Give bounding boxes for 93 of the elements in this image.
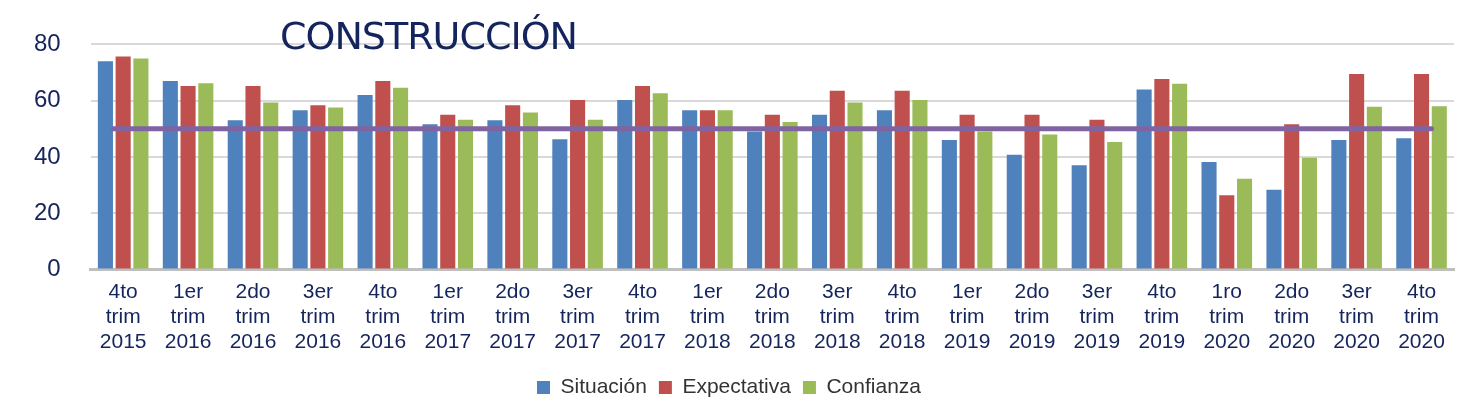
bar: [487, 120, 503, 269]
bar: [912, 100, 928, 269]
bar: [717, 110, 733, 269]
bar: [1396, 138, 1412, 269]
legend-label: Confianza: [826, 374, 922, 398]
x-tick-label: 2do trim 2019: [1008, 278, 1056, 353]
x-tick-label: 1er trim 2017: [424, 278, 472, 353]
bar: [115, 56, 131, 269]
bar: [1431, 106, 1447, 269]
x-tick-label: 3er trim 2017: [554, 278, 601, 353]
bar: [97, 61, 113, 269]
legend-label: Expectativa: [682, 374, 792, 398]
bar: [1331, 140, 1347, 269]
bar: [375, 80, 391, 269]
bar: [1042, 134, 1058, 269]
bar: [829, 90, 845, 269]
bar: [457, 119, 474, 269]
bar: [652, 93, 668, 269]
bar: [959, 114, 975, 269]
x-tick-label: 2do trim 2016: [229, 278, 277, 353]
y-tick-label: 80: [33, 29, 61, 57]
y-tick-label: 20: [33, 197, 61, 225]
x-tick-label: 1er trim 2016: [164, 278, 212, 353]
x-tick-label: 4to trim 2017: [619, 278, 666, 353]
bar: [328, 107, 344, 269]
x-tick-label: 4to trim 2015: [99, 278, 147, 353]
bar: [1219, 195, 1235, 269]
bar: [292, 110, 308, 269]
bar: [587, 119, 603, 269]
bar: [1089, 119, 1105, 269]
bar: [1201, 161, 1217, 269]
bar: [634, 86, 651, 269]
x-tick-label: 3er trim 2020: [1333, 278, 1380, 353]
bar: [811, 114, 828, 269]
y-tick-label: 0: [47, 254, 61, 282]
bar: [1414, 73, 1430, 269]
bar: [894, 90, 910, 269]
bar: [440, 114, 456, 269]
bar: [617, 100, 633, 269]
bar: [941, 140, 957, 269]
bar: [552, 139, 568, 269]
bar: [1236, 178, 1253, 269]
bar: [422, 124, 438, 269]
bar: [977, 131, 993, 269]
legend-label: Situación: [560, 374, 647, 398]
bar: [1301, 157, 1317, 269]
bar: [1349, 73, 1365, 269]
bar: [357, 95, 373, 269]
bar: [245, 86, 261, 269]
bar: [764, 114, 780, 269]
x-tick-label: 4to trim 2020: [1398, 278, 1445, 353]
chart-title: CONSTRUCCIÓN: [280, 14, 578, 58]
bar: [522, 112, 538, 269]
bar: [505, 105, 521, 269]
bar: [263, 102, 279, 269]
x-tick-label: 3er trim 2019: [1073, 278, 1121, 353]
x-tick-label: 2do trim 2017: [489, 278, 537, 353]
bar: [1366, 106, 1382, 269]
x-tick-label: 4to trim 2016: [359, 278, 407, 353]
bar: [180, 86, 196, 269]
bar: [570, 100, 586, 269]
x-tick-label: 4to trim 2018: [878, 278, 926, 353]
bar: [1266, 189, 1282, 269]
bar: [876, 110, 892, 269]
bar: [162, 80, 178, 269]
x-tick-label: 2do trim 2020: [1268, 278, 1316, 353]
x-tick-label: 4to trim 2019: [1138, 278, 1186, 353]
x-tick-label: 2do trim 2018: [748, 278, 796, 353]
bar: [1107, 141, 1123, 269]
x-tick-label: 1er trim 2018: [684, 278, 731, 353]
x-tick-label: 3er trim 2018: [813, 278, 861, 353]
x-tick-label: 1ro trim 2020: [1203, 278, 1251, 353]
bar: [310, 105, 326, 269]
x-tick-label: 1er trim 2019: [943, 278, 991, 353]
bar: [133, 58, 149, 269]
bar: [198, 83, 214, 269]
bar: [699, 110, 715, 269]
bar: [227, 120, 243, 269]
bar: [1024, 114, 1040, 269]
bar: [1136, 89, 1152, 269]
x-tick-label: 3er trim 2016: [294, 278, 342, 353]
bar: [1154, 78, 1170, 269]
bar: [782, 122, 798, 269]
bar: [1284, 124, 1300, 269]
bar: [747, 131, 763, 269]
bar: [1006, 154, 1022, 269]
bar: [1172, 83, 1188, 269]
bar: [1071, 165, 1087, 269]
y-tick-label: 40: [33, 141, 61, 169]
bar: [682, 110, 698, 269]
bar: [847, 102, 863, 269]
bar: [393, 87, 409, 269]
y-tick-label: 60: [33, 85, 61, 113]
